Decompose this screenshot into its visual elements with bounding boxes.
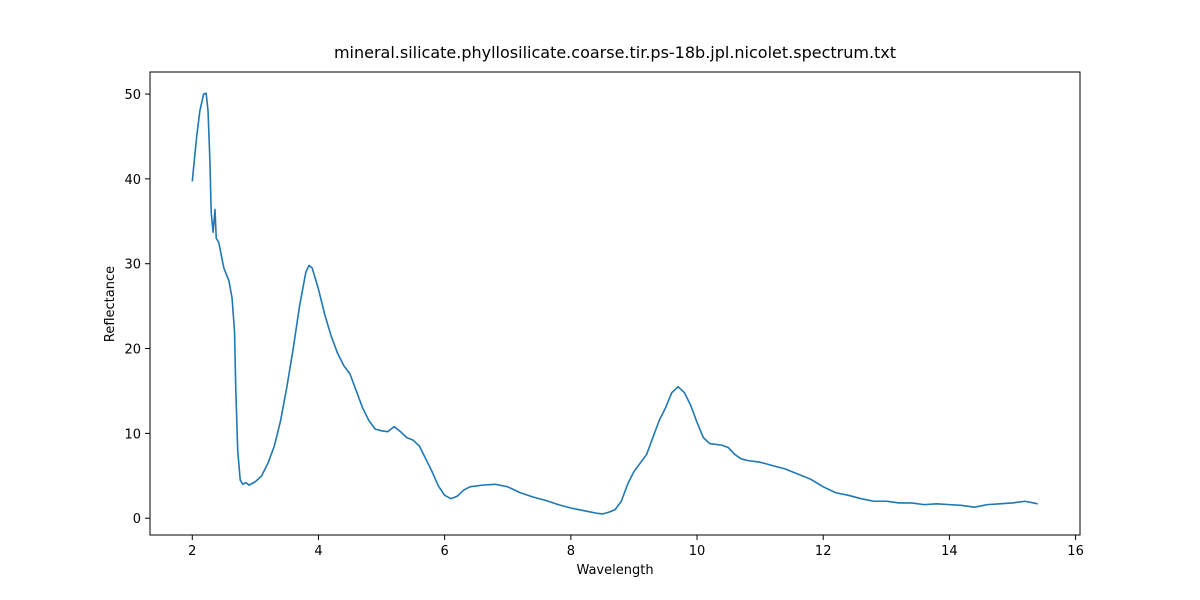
- x-tick-label: 14: [941, 544, 958, 559]
- x-tick-label: 4: [314, 544, 322, 559]
- y-tick-label: 40: [124, 173, 141, 188]
- y-tick-label: 30: [124, 258, 141, 273]
- y-tick-label: 10: [124, 427, 141, 442]
- data-line: [191, 92, 1038, 515]
- x-tick-label: 10: [689, 544, 706, 559]
- x-axis-label: Wavelength: [576, 563, 653, 578]
- x-tick-label: 2: [188, 544, 196, 559]
- x-tick-label: 12: [815, 544, 832, 559]
- y-axis-label: Reflectance: [103, 266, 118, 342]
- y-tick-label: 20: [124, 343, 141, 358]
- y-tick-label: 0: [133, 512, 141, 527]
- x-tick-label: 16: [1067, 544, 1084, 559]
- x-tick-label: 8: [567, 544, 575, 559]
- x-tick-label: 6: [441, 544, 449, 559]
- plot-frame: [149, 71, 1081, 536]
- chart-title: mineral.silicate.phyllosilicate.coarse.t…: [334, 43, 896, 62]
- y-tick-label: 50: [124, 88, 141, 103]
